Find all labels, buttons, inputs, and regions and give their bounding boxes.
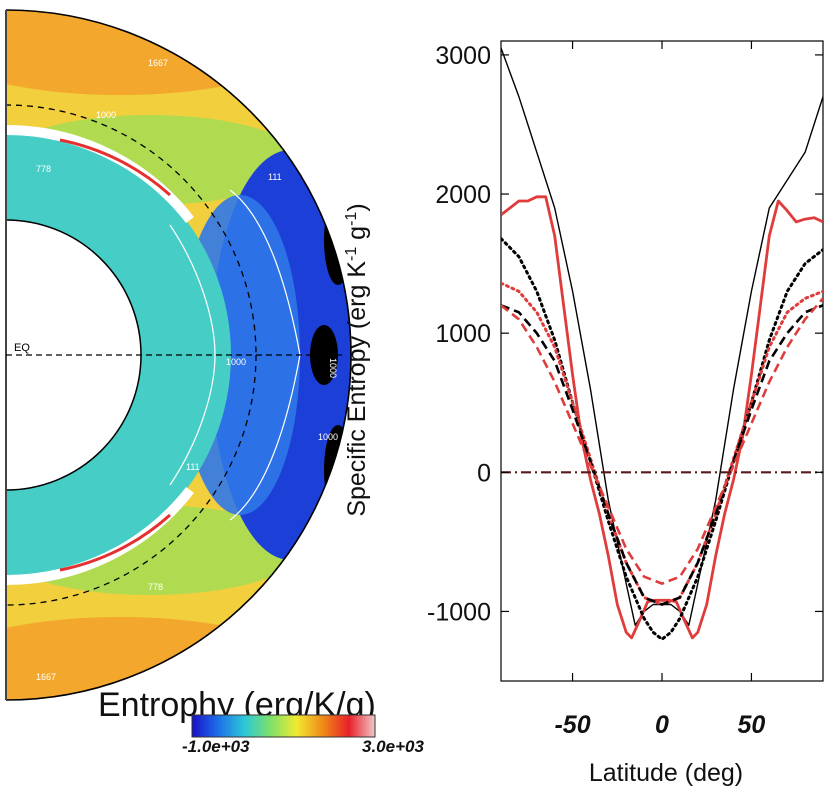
colorbar-max-label: 3.0e+03 [362, 737, 424, 756]
disk-outline [5, 9, 352, 701]
x-tick-label: 50 [738, 711, 766, 739]
contour-label: 778 [148, 582, 163, 592]
contour-labels: 1667 1000 778 111 1000 1000 1000 111 778… [36, 58, 338, 682]
contour-label: 1000 [328, 358, 338, 378]
y-tick-label: -1000 [427, 598, 491, 626]
y-axis-label: Specific Entropy (erg K-1 g-1) [343, 203, 371, 516]
inner-shell [6, 130, 231, 580]
y-tick-label: 3000 [435, 42, 491, 70]
contour-4 [169, 224, 216, 486]
y-tick-label: 1000 [435, 320, 491, 348]
contour-label: 1000 [96, 110, 116, 120]
series-line-4 [501, 304, 823, 606]
x-tick-label: 0 [655, 711, 669, 739]
series-line-1 [501, 195, 823, 640]
contour-label: 1667 [148, 58, 168, 68]
y-tick-label: 2000 [435, 181, 491, 209]
outer-orange-band-north [6, 10, 310, 95]
streak-south-red [59, 513, 172, 572]
colorbar-min-label: -1.0e+03 [182, 737, 250, 756]
contour-label: 1000 [318, 432, 338, 442]
contour-label: 1667 [36, 672, 56, 682]
colorbar [191, 714, 376, 738]
contour-label: 111 [186, 462, 200, 472]
x-tick-label: -50 [554, 711, 590, 739]
x-ticks: -50 0 50 [554, 41, 765, 739]
latitude-entropy-plot: -1000 0 1000 2000 3000 -50 0 50 Latitude (deg)… [343, 40, 824, 787]
y-tick-label: 0 [477, 459, 491, 487]
plot-series [501, 47, 823, 641]
series-line-3 [501, 281, 823, 606]
x-axis-label: Latitude (deg) [589, 759, 743, 787]
min-pocket-center [310, 325, 338, 385]
series-line-5 [501, 297, 823, 585]
contour-label: 111 [268, 172, 282, 182]
streak-north-red [59, 138, 172, 197]
equator-label: EQ [14, 342, 30, 354]
plot-frame [500, 40, 824, 682]
contour-label: 1000 [226, 357, 246, 367]
series-line-2 [501, 237, 823, 641]
contour-label: 778 [36, 164, 51, 174]
y-ticks: -1000 0 1000 2000 3000 [427, 42, 823, 626]
